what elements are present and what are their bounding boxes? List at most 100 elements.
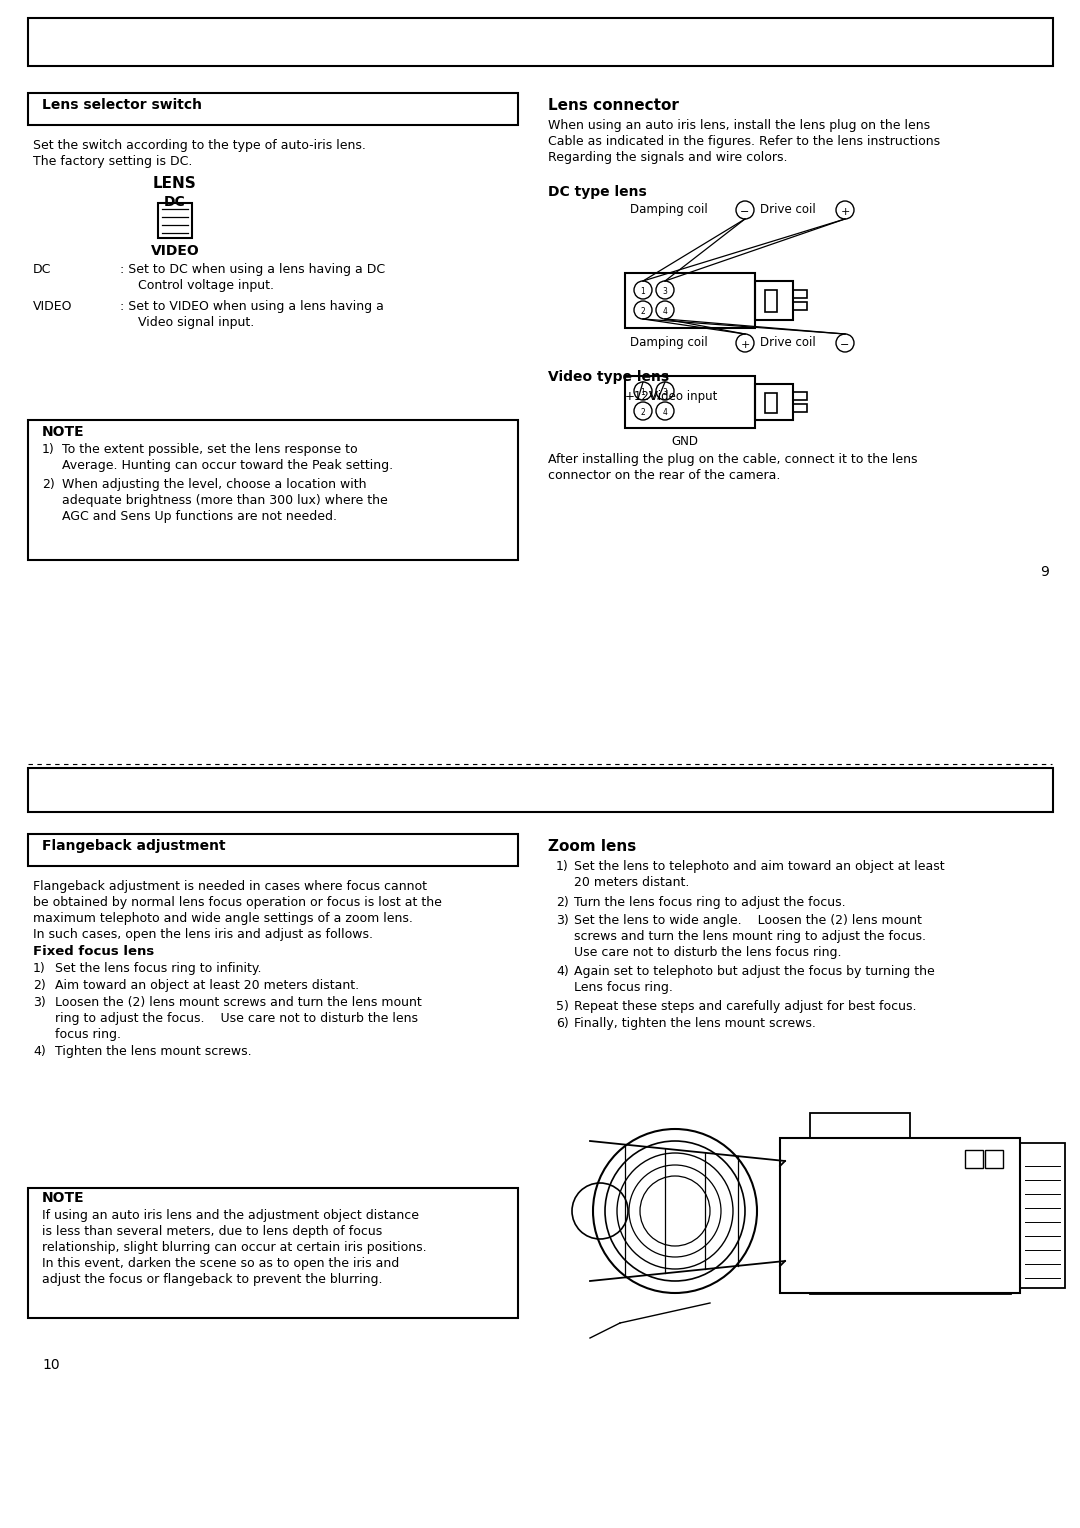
Text: : Set to DC when using a lens having a DC: : Set to DC when using a lens having a D… (120, 263, 386, 277)
Text: AGC and Sens Up functions are not needed.: AGC and Sens Up functions are not needed… (62, 510, 337, 523)
Text: −: − (840, 341, 850, 350)
Text: Damping coil: Damping coil (630, 336, 707, 348)
Text: Average. Hunting can occur toward the Peak setting.: Average. Hunting can occur toward the Pe… (62, 458, 393, 472)
Text: 2): 2) (556, 895, 569, 909)
Text: NOTE: NOTE (42, 1190, 84, 1206)
Text: 6): 6) (556, 1018, 569, 1030)
Bar (158, 203, 192, 238)
Text: NOTE: NOTE (42, 425, 84, 439)
Text: DC: DC (33, 263, 52, 277)
Text: +12V: +12V (625, 390, 658, 403)
Bar (765, 290, 777, 312)
Text: 1): 1) (42, 443, 55, 455)
Text: Aim toward an object at least 20 meters distant.: Aim toward an object at least 20 meters … (55, 979, 360, 992)
Text: +: + (740, 341, 750, 350)
Text: 4): 4) (556, 966, 569, 978)
Text: 3: 3 (662, 388, 667, 397)
Text: 5): 5) (556, 999, 569, 1013)
Text: Set the lens focus ring to infinity.: Set the lens focus ring to infinity. (55, 963, 261, 975)
Bar (28, 93, 518, 125)
Text: 4: 4 (662, 408, 667, 417)
Bar (28, 420, 518, 559)
Text: Fixed focus lens: Fixed focus lens (33, 944, 154, 958)
Text: Again set to telephoto but adjust the focus by turning the: Again set to telephoto but adjust the fo… (573, 966, 935, 978)
Text: After installing the plug on the cable, connect it to the lens: After installing the plug on the cable, … (548, 452, 918, 466)
Bar (793, 303, 807, 310)
Text: adequate brightness (more than 300 lux) where the: adequate brightness (more than 300 lux) … (62, 494, 388, 507)
Text: Lens connector: Lens connector (548, 98, 679, 113)
Text: When using an auto iris lens, install the lens plug on the lens: When using an auto iris lens, install th… (548, 119, 930, 131)
Text: Drive coil: Drive coil (760, 336, 815, 348)
Text: 20 meters distant.: 20 meters distant. (573, 876, 689, 889)
Bar (765, 393, 777, 413)
Text: is less than several meters, due to lens depth of focus: is less than several meters, due to lens… (42, 1225, 382, 1238)
Bar (755, 384, 793, 420)
Text: Cable as indicated in the figures. Refer to the lens instructions: Cable as indicated in the figures. Refer… (548, 134, 940, 148)
Text: Video type lens: Video type lens (548, 370, 670, 384)
Bar (793, 393, 807, 400)
Bar (810, 1112, 910, 1138)
Bar (793, 403, 807, 413)
Bar (985, 1151, 1003, 1167)
Text: LENS: LENS (153, 176, 197, 191)
Text: 2: 2 (640, 307, 646, 316)
Bar (1020, 1143, 1065, 1288)
Text: Flangeback adjustment: Flangeback adjustment (42, 839, 226, 853)
Bar (28, 18, 1053, 66)
Text: Lens selector switch: Lens selector switch (42, 98, 202, 112)
Text: Tighten the lens mount screws.: Tighten the lens mount screws. (55, 1045, 252, 1057)
Text: If using an auto iris lens and the adjustment object distance: If using an auto iris lens and the adjus… (42, 1209, 419, 1222)
Bar (625, 376, 755, 428)
Bar (966, 1151, 983, 1167)
Text: Lens focus ring.: Lens focus ring. (573, 981, 673, 995)
Text: +: + (840, 206, 850, 217)
Text: Zoom lens: Zoom lens (548, 839, 636, 854)
Text: focus ring.: focus ring. (55, 1028, 121, 1041)
Text: Flangeback adjustment is needed in cases where focus cannot: Flangeback adjustment is needed in cases… (33, 880, 427, 892)
Text: GND: GND (672, 435, 699, 448)
Bar (793, 290, 807, 298)
Text: 3): 3) (556, 914, 569, 927)
Text: 3): 3) (33, 996, 45, 1008)
Text: 9: 9 (1040, 565, 1049, 579)
Bar (28, 1187, 518, 1319)
Bar (625, 274, 755, 329)
Bar (28, 834, 518, 866)
Text: 2): 2) (33, 979, 45, 992)
Text: be obtained by normal lens focus operation or focus is lost at the: be obtained by normal lens focus operati… (33, 895, 442, 909)
Text: Video signal input.: Video signal input. (138, 316, 254, 329)
Text: VIDEO: VIDEO (150, 244, 200, 258)
Text: ring to adjust the focus.    Use care not to disturb the lens: ring to adjust the focus. Use care not t… (55, 1012, 418, 1025)
Text: Finally, tighten the lens mount screws.: Finally, tighten the lens mount screws. (573, 1018, 815, 1030)
Text: Repeat these steps and carefully adjust for best focus.: Repeat these steps and carefully adjust … (573, 999, 917, 1013)
Text: Drive coil: Drive coil (760, 203, 815, 215)
Text: Use care not to disturb the lens focus ring.: Use care not to disturb the lens focus r… (573, 946, 841, 960)
Text: Set the lens to wide angle.    Loosen the (2) lens mount: Set the lens to wide angle. Loosen the (… (573, 914, 922, 927)
Text: 1: 1 (640, 388, 646, 397)
Text: adjust the focus or flangeback to prevent the blurring.: adjust the focus or flangeback to preven… (42, 1273, 382, 1287)
Bar (755, 281, 793, 319)
Text: 2: 2 (640, 408, 646, 417)
Text: : Set to VIDEO when using a lens having a: : Set to VIDEO when using a lens having … (120, 299, 383, 313)
Bar (780, 1138, 1020, 1293)
Text: relationship, slight blurring can occur at certain iris positions.: relationship, slight blurring can occur … (42, 1241, 427, 1254)
Text: 10: 10 (42, 1358, 59, 1372)
Text: Control voltage input.: Control voltage input. (138, 280, 274, 292)
Text: When adjusting the level, choose a location with: When adjusting the level, choose a locat… (62, 478, 366, 490)
Text: 4: 4 (662, 307, 667, 316)
Text: 1: 1 (640, 287, 646, 296)
Text: connector on the rear of the camera.: connector on the rear of the camera. (548, 469, 781, 481)
Text: In this event, darken the scene so as to open the iris and: In this event, darken the scene so as to… (42, 1258, 400, 1270)
Text: Set the switch according to the type of auto-iris lens.: Set the switch according to the type of … (33, 139, 366, 151)
Text: Turn the lens focus ring to adjust the focus.: Turn the lens focus ring to adjust the f… (573, 895, 846, 909)
Text: 1): 1) (33, 963, 45, 975)
Text: DC type lens: DC type lens (548, 185, 647, 199)
Text: In such cases, open the lens iris and adjust as follows.: In such cases, open the lens iris and ad… (33, 927, 373, 941)
Text: Set the lens to telephoto and aim toward an object at least: Set the lens to telephoto and aim toward… (573, 860, 945, 872)
Text: maximum telephoto and wide angle settings of a zoom lens.: maximum telephoto and wide angle setting… (33, 912, 413, 924)
Bar (28, 769, 1053, 811)
Text: VIDEO: VIDEO (33, 299, 72, 313)
Text: 4): 4) (33, 1045, 45, 1057)
Text: 3: 3 (662, 287, 667, 296)
Text: Video input: Video input (650, 390, 717, 403)
